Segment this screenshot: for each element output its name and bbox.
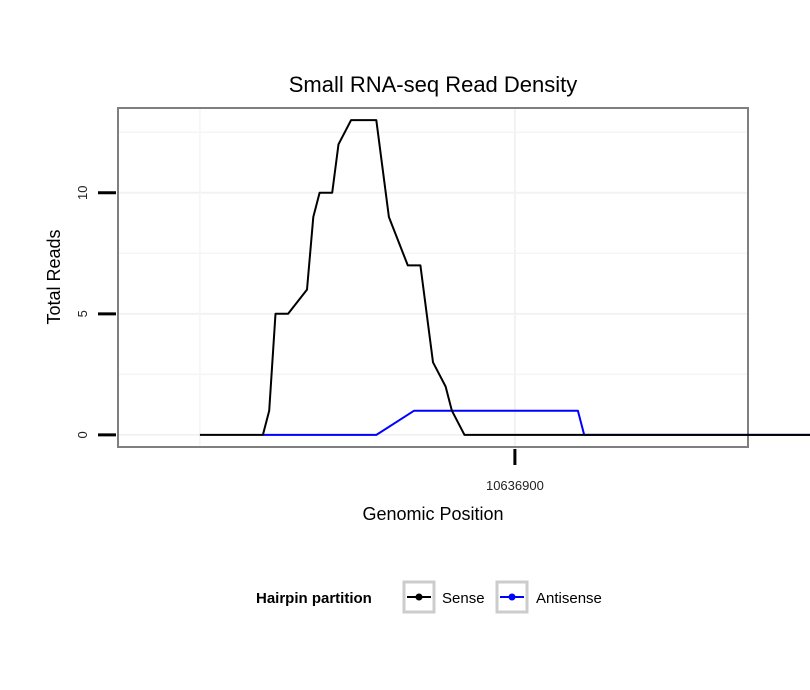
- plot-panel: [117, 107, 749, 448]
- legend-item-antisense: Antisense: [495, 580, 602, 614]
- y-axis-label: Total Reads: [44, 229, 64, 324]
- x-axis-label: Genomic Position: [362, 504, 503, 524]
- series-lines: [199, 119, 810, 436]
- legend-label-sense: Sense: [442, 590, 485, 607]
- chart-title: Small RNA-seq Read Density: [289, 72, 578, 97]
- y-tick-label: 5: [75, 310, 90, 317]
- series-line-sense: [199, 119, 810, 436]
- legend-swatch-sense-dot: [415, 593, 423, 601]
- y-tick-label: 10: [75, 186, 90, 200]
- legend: Hairpin partition Sense Antisense: [256, 580, 602, 614]
- legend-swatch-antisense-dot: [508, 593, 516, 601]
- axis-ticks: 05101063690010636800: [75, 186, 544, 493]
- y-tick-label: 0: [75, 431, 90, 438]
- x-tick-label: 10636900: [486, 478, 544, 493]
- legend-label-antisense: Antisense: [536, 590, 602, 607]
- legend-title: Hairpin partition: [256, 590, 372, 607]
- legend-item-sense: Sense: [402, 580, 485, 614]
